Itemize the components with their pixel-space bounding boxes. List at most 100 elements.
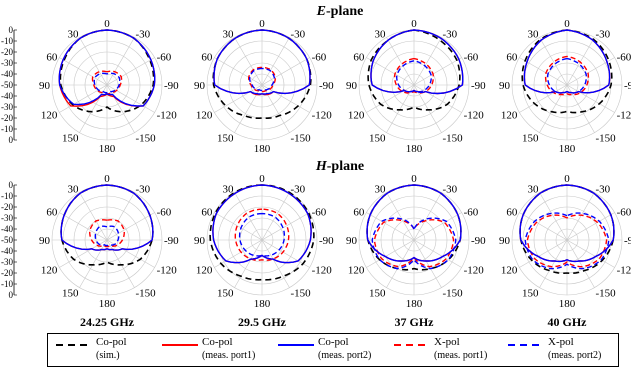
angle-label: -60 [617,52,631,64]
angle-label: 150 [217,288,234,300]
legend-label: Co-pol [318,336,349,348]
angle-label: -150 [136,133,157,145]
angle-label: 60 [46,207,58,219]
angle-label: -90 [471,80,486,92]
angle-label: 0 [564,173,570,185]
radial-tick-label: -20 [1,47,13,57]
series-co-sim [366,184,462,271]
legend-label: Co-pol [202,336,233,348]
angle-label: 0 [564,18,570,30]
series-x-port2 [248,67,276,92]
series-co-port2 [523,29,611,94]
series-x-port1 [373,219,455,268]
series-x-port1 [248,66,276,93]
angle-label: -120 [617,110,631,122]
angle-label: 30 [375,183,387,195]
angle-label: 90 [194,235,206,247]
row-title-letter: H [315,159,328,174]
angle-label: -60 [312,52,327,64]
angle-label: -120 [312,265,333,277]
radial-tick-label: -40 [1,224,13,234]
angle-label: 60 [506,52,518,64]
angle-label: -90 [624,235,631,247]
radial-tick-label: 0 [9,180,14,190]
angle-label: -60 [157,52,172,64]
angle-label: -60 [617,207,631,219]
angle-label: 0 [259,173,265,185]
angle-label: -120 [312,110,333,122]
angle-label: 180 [559,143,576,155]
angle-label: 120 [41,265,58,277]
legend-label: X-pol [548,336,574,348]
angle-label: -90 [624,80,631,92]
angle-label: 150 [522,133,539,145]
series-x-port1 [394,57,434,94]
angle-label: 60 [46,52,58,64]
radial-tick-label: -30 [1,102,13,112]
frequency-label: 37 GHz [395,315,435,329]
angle-label: 90 [39,80,51,92]
angle-label: -60 [464,52,479,64]
radial-tick-label: -20 [1,113,13,123]
series-co-sim [521,29,613,114]
grid-spoke [539,37,595,133]
angle-label: 120 [196,265,213,277]
angle-label: 150 [62,288,79,300]
angle-label: 180 [99,298,116,310]
series-x-port2 [238,212,286,257]
angle-label: 90 [39,235,51,247]
polar-panel: 0 30 -30 60 -60 90 -90 120 -120 150 -150 180 [39,173,179,310]
angle-label: -30 [291,183,306,195]
angle-label: 120 [501,110,518,122]
angle-label: 30 [68,28,80,40]
series-x-port2 [94,225,120,247]
series-x-port1 [234,208,290,261]
angle-label: -30 [136,183,151,195]
radial-tick-label: -10 [1,36,13,46]
grid-spoke [234,37,290,133]
series-co-port2 [58,29,156,107]
angle-label: 90 [346,80,358,92]
row-title-suffix: -plane [327,159,364,174]
angle-label: -30 [136,28,151,40]
angle-label: -30 [443,28,458,40]
angle-label: -90 [471,235,486,247]
row-title: E-plane [316,4,364,19]
angle-label: 120 [196,110,213,122]
radial-tick-label: -10 [1,124,13,134]
angle-label: 120 [41,110,58,122]
series-co-port2 [60,184,154,251]
angle-label: 90 [499,235,511,247]
angle-label: 90 [346,235,358,247]
angle-label: 60 [353,207,365,219]
series-co-sim [59,29,155,113]
angle-label: -120 [157,265,178,277]
angle-label: 30 [68,183,80,195]
frequency-label: 24.25 GHz [80,315,135,329]
legend-sublabel: (meas. port1) [434,350,488,361]
angle-label: -150 [443,133,464,145]
radial-tick-label: 0 [9,290,14,300]
series-x-port2 [93,72,121,94]
angle-label: 150 [369,288,386,300]
angle-label: -150 [136,288,157,300]
series-co-port2 [519,184,615,263]
angle-label: 60 [201,207,213,219]
radial-tick-label: -10 [1,279,13,289]
series-co-sim [367,29,461,111]
frequency-label: 40 GHz [548,315,588,329]
grid-spoke [234,192,290,288]
angle-label: -150 [596,133,617,145]
series-co-port2 [366,184,462,262]
angle-label: 60 [201,52,213,64]
angle-label: 30 [528,28,540,40]
angle-label: -60 [464,207,479,219]
radial-tick-label: -20 [1,268,13,278]
angle-label: -60 [312,207,327,219]
angle-label: 180 [406,298,423,310]
angle-label: 120 [348,265,365,277]
angle-label: 0 [411,18,417,30]
angle-label: -90 [164,235,179,247]
series-x-port2 [371,217,457,270]
